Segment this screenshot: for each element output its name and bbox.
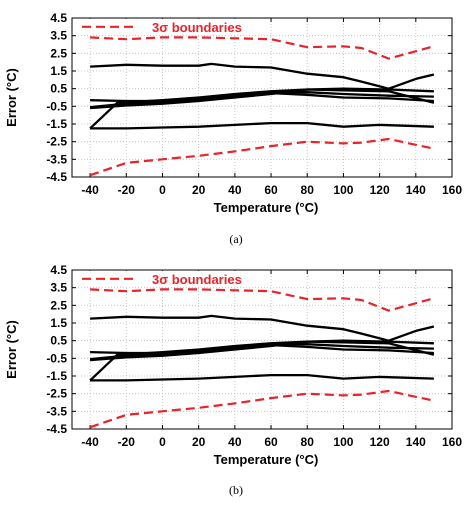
y-tick-label: 1.5 (50, 64, 67, 78)
y-axis-label: Error (°C) (4, 68, 19, 127)
x-tick-label: -20 (118, 435, 136, 449)
y-tick-label: 3.5 (50, 281, 67, 295)
x-tick-label: 80 (301, 435, 315, 449)
y-tick-label: 2.5 (50, 298, 67, 312)
y-tick-label: 4.5 (50, 263, 67, 277)
chart-panel-a: 4.5 3.5 2.5 1.5 0.5 -0.5 -1.5 -2.5 -3.5 -4.5 -40 -2… (4, 11, 462, 246)
sigma-lower-boundary-line (89, 389, 435, 429)
x-tick-label: 120 (370, 435, 390, 449)
legend: 3σ boundaries (75, 270, 250, 287)
x-tick-label: 60 (264, 435, 278, 449)
x-tick-label: 140 (406, 435, 426, 449)
y-tick-label: -1.5 (46, 117, 67, 131)
y-tick-label: -4.5 (46, 170, 67, 184)
x-tick-label: 0 (159, 435, 166, 449)
panel-caption: (b) (229, 483, 243, 497)
x-tick-label: 80 (301, 183, 315, 197)
x-tick-label: 100 (333, 435, 353, 449)
x-axis-label: Temperature (°C) (214, 200, 319, 215)
error-series-line-6 (89, 91, 434, 109)
y-tick-label: -3.5 (46, 152, 67, 166)
y-tick-label: 2.5 (50, 46, 67, 60)
x-tick-label: 140 (406, 183, 426, 197)
x-tick-label: 100 (333, 183, 353, 197)
y-tick-label: 1.5 (50, 316, 67, 330)
sigma-upper-boundary-line (90, 288, 435, 312)
error-series-line-2 (90, 373, 434, 382)
y-tick-label: -2.5 (46, 387, 67, 401)
legend-background (75, 270, 250, 287)
x-tick-label: -40 (81, 183, 99, 197)
x-tick-label: 0 (159, 183, 166, 197)
x-tick-label: 160 (442, 435, 462, 449)
x-tick-label: 120 (370, 183, 390, 197)
x-tick-label: 40 (228, 435, 242, 449)
error-series-line-1 (90, 62, 435, 90)
y-tick-label: -3.5 (46, 404, 67, 418)
legend-background (75, 18, 250, 35)
y-tick-label: -1.5 (46, 369, 67, 383)
sigma-lower-boundary-line (89, 137, 435, 177)
y-tick-label: -0.5 (46, 99, 67, 113)
sigma-upper-boundary-line (90, 36, 435, 60)
legend-label: 3σ boundaries (152, 20, 242, 35)
x-tick-label: -20 (118, 183, 136, 197)
y-tick-label: 3.5 (50, 29, 67, 43)
error-series-line-2 (90, 121, 434, 130)
y-tick-label: -0.5 (46, 351, 67, 365)
y-tick-label: 4.5 (50, 11, 67, 25)
x-tick-label: 160 (442, 183, 462, 197)
panel-caption: (a) (229, 232, 242, 246)
y-tick-label: 0.5 (50, 82, 67, 96)
legend: 3σ boundaries (75, 18, 250, 35)
plot-frame (71, 17, 453, 178)
x-tick-label: 60 (264, 183, 278, 197)
error-series-line-1 (90, 314, 435, 342)
error-series-line-5 (90, 88, 435, 110)
error-series-line-6 (89, 343, 434, 361)
x-tick-label: 20 (192, 183, 206, 197)
x-tick-label: -40 (81, 435, 99, 449)
y-tick-label: 0.5 (50, 334, 67, 348)
y-tick-label: -4.5 (46, 422, 67, 436)
y-axis-label: Error (°C) (4, 320, 19, 379)
chart-panel-b: 4.5 3.5 2.5 1.5 0.5 -0.5 -1.5 -2.5 -3.5 -4.5 -40 -2… (4, 263, 462, 497)
x-tick-label: 20 (192, 435, 206, 449)
y-tick-label: -2.5 (46, 135, 67, 149)
legend-label: 3σ boundaries (152, 272, 242, 287)
plot-frame (71, 269, 453, 430)
x-axis-label: Temperature (°C) (214, 452, 319, 467)
error-series-line-5 (90, 340, 435, 362)
x-tick-label: 40 (228, 183, 242, 197)
